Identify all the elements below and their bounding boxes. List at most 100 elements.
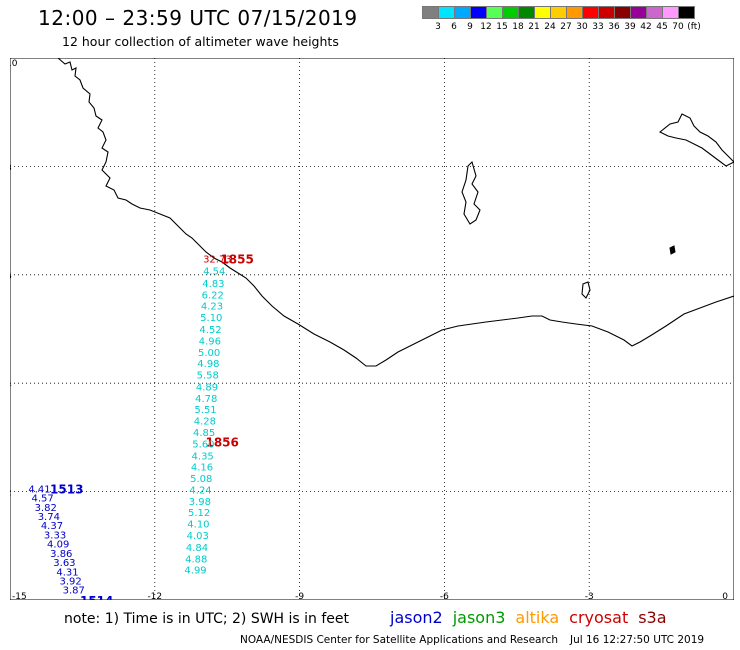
wave-height-value: 3.86 (50, 549, 72, 560)
wave-height-value: 4.03 (187, 531, 209, 542)
wave-height-value: 4.23 (201, 302, 223, 313)
color-scale-label: 45 (656, 22, 668, 32)
niger-river-outline (658, 113, 734, 167)
color-swatch (502, 6, 519, 19)
wave-height-value: 4.31 (56, 567, 78, 578)
wave-height-value: 4.16 (191, 463, 213, 474)
inland-lake-outline (581, 281, 591, 299)
wave-height-value: 4.41 (28, 484, 50, 495)
coastline (57, 58, 734, 367)
color-scale-label: 18 (512, 22, 524, 32)
wave-height-value: 4.37 (41, 521, 63, 532)
longitude-tick-label: -15 (12, 592, 27, 600)
wave-height-value: 5.60 (192, 439, 214, 450)
satellite-legend-jason3: jason3 (452, 608, 506, 627)
color-swatch (534, 6, 551, 19)
color-swatch (598, 6, 615, 19)
color-scale-label: 27 (560, 22, 572, 32)
color-scale-label: 24 (544, 22, 556, 32)
color-swatch (662, 6, 679, 19)
latitude-tick-label: 6 (10, 272, 12, 282)
color-scale-labels: 3 6 9 12 15 18 21 24 27 30 33 36 39 42 45 70 (ft) (422, 22, 740, 36)
wave-height-color-scale (422, 6, 695, 19)
satellite-legend: jason2 jason3 altika cryosat s3a (390, 608, 677, 627)
wave-height-value: 4.24 (189, 485, 211, 496)
wave-height-value: 4.09 (47, 540, 69, 551)
wave-height-value: 4.10 (187, 520, 209, 531)
wave-height-value: 6.22 (202, 290, 224, 301)
color-swatch (518, 6, 535, 19)
timestamp: Jul 16 12:27:50 UTC 2019 (570, 634, 705, 646)
wave-height-value: 4.88 (185, 554, 207, 565)
color-scale-label: 39 (624, 22, 636, 32)
wave-height-value: 4.57 (31, 494, 53, 505)
wave-height-value: 3.98 (189, 497, 211, 508)
pass-time-label: 1514 (80, 594, 113, 600)
wave-height-value: 4.54 (203, 266, 225, 277)
color-swatch (678, 6, 695, 19)
color-swatch (614, 6, 631, 19)
axis-tick-labels: -15 -12 -9 -6 -3 0 2 4 6 8 10 (10, 59, 728, 600)
latitude-tick-label: 10 (10, 59, 18, 69)
wave-height-value: 5.08 (190, 474, 212, 485)
color-swatch (438, 6, 455, 19)
longitude-tick-label: -3 (585, 592, 594, 600)
wave-height-value: 3.74 (38, 512, 60, 523)
latitude-tick-label: 8 (10, 163, 12, 173)
map-gridlines (10, 58, 734, 600)
pass-time-label: 1856 (205, 436, 238, 450)
longitude-tick-label: 0 (722, 592, 728, 600)
longitude-tick-label: -9 (295, 592, 304, 600)
wave-height-value: 3.92 (60, 576, 82, 587)
satellite-legend-s3a: s3a (638, 608, 667, 627)
credit-line: NOAA/NESDIS Center for Satellite Applica… (240, 634, 558, 646)
wave-height-value: 4.52 (199, 325, 221, 336)
wave-height-value: 32.73 (203, 255, 232, 266)
color-scale-label: 42 (640, 22, 652, 32)
color-scale-unit: (ft) (687, 22, 701, 32)
satellite-legend-altika: altika (515, 608, 560, 627)
pass-time-label: 1513 (50, 482, 83, 496)
color-swatch (470, 6, 487, 19)
map-frame (10, 58, 734, 600)
wave-height-value: 4.28 (194, 417, 216, 428)
color-scale-label: 15 (496, 22, 508, 32)
color-swatch (646, 6, 663, 19)
wave-height-value: 3.82 (35, 503, 57, 514)
wave-height-value: 4.35 (192, 451, 214, 462)
footnote: note: 1) Time is in UTC; 2) SWH is in fe… (64, 611, 350, 627)
west-africa-coastline (57, 58, 734, 367)
page-title: 12:00 – 23:59 UTC 07/15/2019 (38, 6, 358, 30)
color-scale-label: 33 (592, 22, 604, 32)
satellite-tracks: 32.73185518564.544.836.224.235.104.524.9… (28, 253, 254, 600)
wave-height-value: 5.00 (198, 348, 220, 359)
wave-height-value: 3.63 (53, 558, 75, 569)
color-swatch (422, 6, 439, 19)
wave-height-value: 3.33 (44, 530, 66, 541)
longitude-tick-label: -6 (440, 592, 449, 600)
color-scale-label: 9 (467, 22, 473, 32)
wave-height-value: 3.87 (63, 586, 85, 597)
color-swatch (582, 6, 599, 19)
latitude-tick-label: 4 (10, 380, 12, 390)
longitude-tick-label: -12 (147, 592, 162, 600)
color-scale-label: 36 (608, 22, 620, 32)
wave-height-value: 5.58 (197, 371, 219, 382)
color-scale-label: 3 (435, 22, 441, 32)
wave-height-value: 4.98 (197, 359, 219, 370)
wave-height-value: 4.96 (199, 336, 221, 347)
color-scale-label: 21 (528, 22, 540, 32)
wave-height-value: 4.83 (202, 279, 224, 290)
lake-volta-outline (461, 160, 481, 225)
color-swatch (550, 6, 567, 19)
wave-height-value: 4.78 (195, 394, 217, 405)
satellite-legend-cryosat: cryosat (569, 608, 629, 627)
wave-height-value: 4.99 (184, 566, 206, 577)
color-swatch (566, 6, 583, 19)
color-scale-label: 30 (576, 22, 588, 32)
latitude-tick-label: 2 (10, 489, 12, 499)
inland-island-outline (669, 245, 676, 255)
wave-height-value: 5.12 (188, 508, 210, 519)
pass-time-label: 1855 (220, 253, 253, 267)
